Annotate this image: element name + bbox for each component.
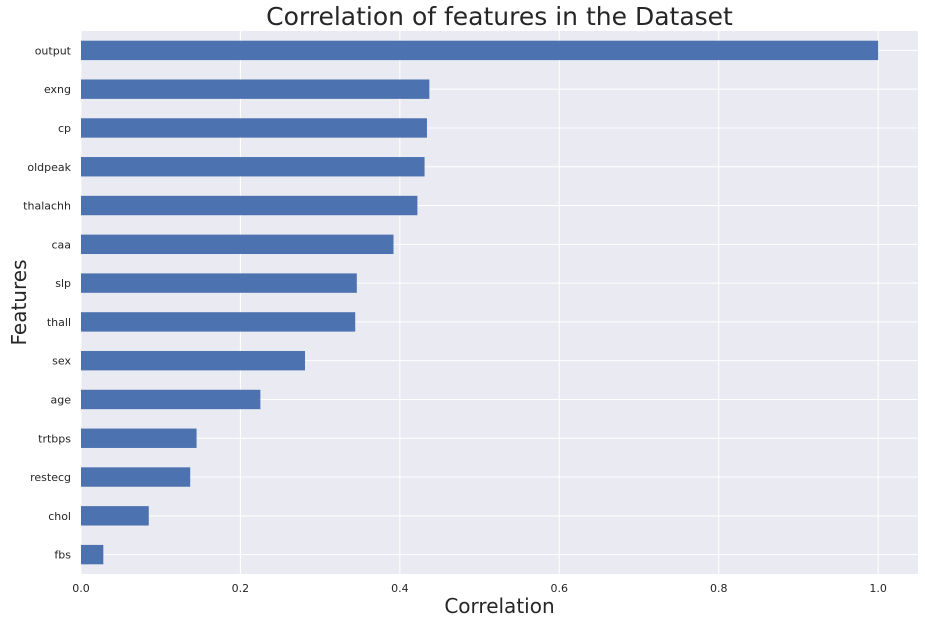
x-tick-label: 0.4 (391, 582, 409, 595)
bar-exng (81, 79, 430, 99)
bar-sex (81, 350, 305, 371)
bar-age (81, 389, 261, 410)
bar-thall (81, 312, 356, 332)
y-tick-label: cp (58, 122, 71, 135)
x-tick-label: 0.6 (551, 582, 569, 595)
y-tick-label: chol (48, 510, 71, 523)
bars (81, 40, 879, 565)
y-tick-labels: output exng cp oldpeak thalachh caa slp thall se… (23, 44, 72, 561)
y-tick-label: thall (47, 316, 71, 329)
bar-oldpeak (81, 157, 425, 177)
x-axis-label: Correlation (444, 594, 554, 618)
x-tick-label: 0.8 (710, 582, 728, 595)
x-tick-labels: 0.0 0.2 0.4 0.6 0.8 1.0 (72, 582, 887, 595)
bar-trtbps (81, 428, 197, 448)
chart-title: Correlation of features in the Dataset (266, 2, 733, 31)
x-tick-label: 1.0 (869, 582, 887, 595)
x-tick-label: 0.2 (232, 582, 250, 595)
x-tick-label: 0.0 (72, 582, 90, 595)
y-tick-label: caa (51, 238, 71, 251)
plot-area (81, 31, 918, 574)
bar-output (81, 40, 879, 61)
bar-cp (81, 118, 427, 138)
y-axis-label: Features (7, 260, 31, 346)
y-tick-label: age (51, 393, 72, 406)
bar-fbs (81, 544, 104, 565)
y-tick-label: fbs (54, 549, 71, 562)
y-tick-label: output (35, 44, 72, 57)
bar-slp (81, 273, 357, 293)
y-tick-label: exng (44, 83, 71, 96)
y-tick-label: restecg (30, 471, 71, 484)
y-tick-label: thalachh (23, 200, 71, 213)
y-tick-label: trtbps (38, 432, 71, 445)
bar-caa (81, 234, 394, 255)
bar-restecg (81, 467, 191, 487)
bar-chol (81, 506, 149, 526)
y-tick-label: sex (52, 355, 71, 368)
y-tick-label: oldpeak (27, 161, 71, 174)
y-tick-label: slp (55, 277, 71, 290)
bar-thalachh (81, 195, 418, 216)
